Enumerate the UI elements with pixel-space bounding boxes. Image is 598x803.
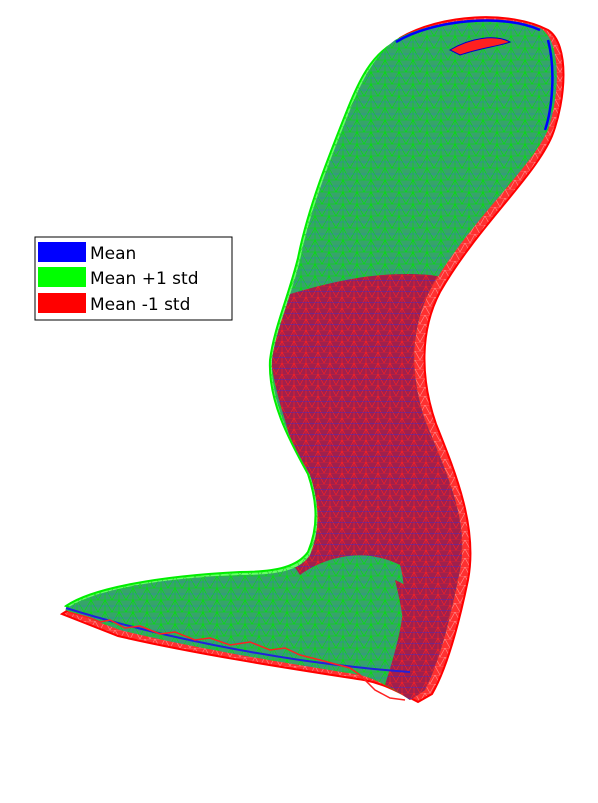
legend-label-mean: Mean <box>90 244 136 264</box>
legend-swatch-plus-std <box>38 267 86 287</box>
legend-label-plus-std: Mean +1 std <box>90 269 199 289</box>
mesh-foot-jagged-edge <box>67 611 406 701</box>
legend-label-minus-std: Mean -1 std <box>90 295 190 315</box>
mesh-mean-outline <box>395 19 554 131</box>
legend-swatch-mean <box>38 242 86 262</box>
legend-swatch-minus-std <box>38 293 86 313</box>
mesh-top-cap <box>448 37 512 56</box>
mesh-mean-foot-red-edge <box>395 580 440 700</box>
legend: Mean Mean +1 std Mean -1 std <box>34 236 233 321</box>
